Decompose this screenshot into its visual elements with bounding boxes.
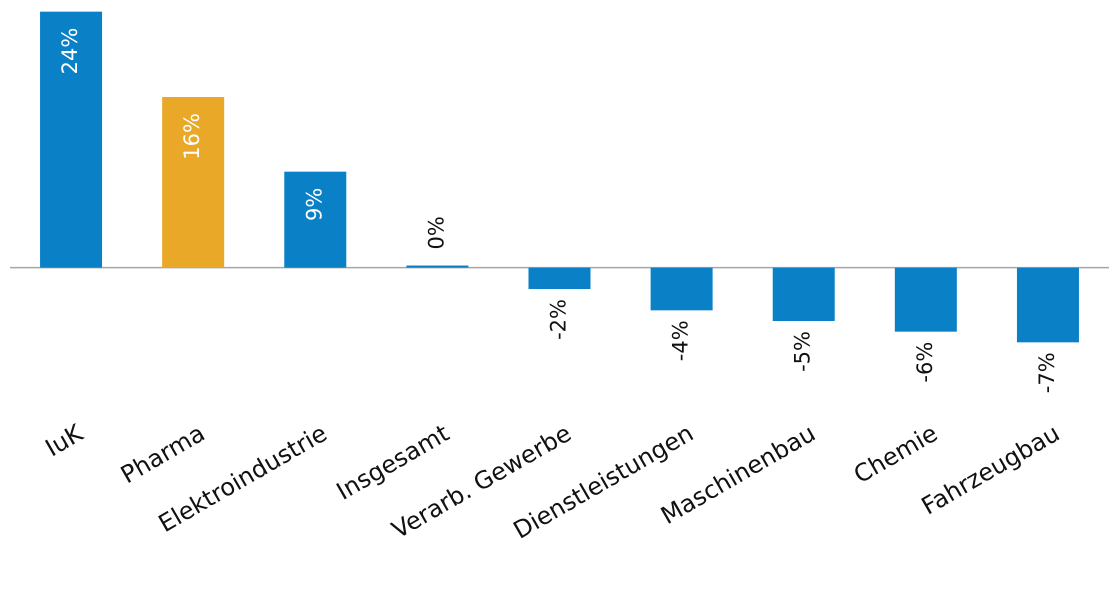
value-label: 0%: [424, 216, 448, 249]
value-label: 9%: [302, 188, 326, 221]
bar: [162, 97, 225, 268]
value-label: 24%: [58, 28, 82, 75]
value-label: -2%: [547, 299, 571, 340]
bar: [406, 265, 469, 268]
x-tick-label: IuK: [41, 418, 89, 462]
x-tick-label: Fahrzeugbau: [917, 419, 1065, 520]
bar: [284, 171, 347, 268]
x-tick-label: Pharma: [116, 419, 210, 489]
value-label: -5%: [791, 331, 815, 372]
bar: [650, 267, 713, 311]
bar: [1016, 267, 1079, 343]
bar: [894, 267, 957, 332]
value-label: 16%: [180, 113, 204, 160]
bar: [40, 11, 103, 268]
value-label: -7%: [1035, 352, 1059, 393]
x-tick-label: Chemie: [849, 419, 942, 489]
value-label: -6%: [913, 342, 937, 383]
bar: [528, 267, 591, 289]
bar: [772, 267, 835, 321]
value-label: -4%: [669, 320, 693, 361]
